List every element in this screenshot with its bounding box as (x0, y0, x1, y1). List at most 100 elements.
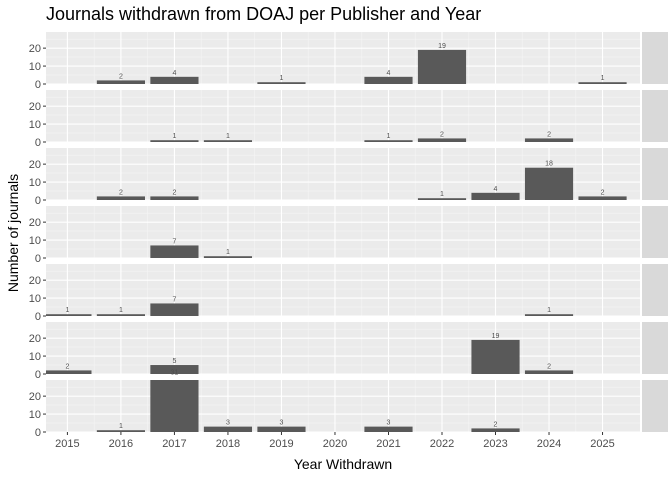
bar (150, 140, 199, 142)
y-tick-label: 0 (35, 427, 41, 439)
x-tick-label: 2023 (483, 438, 507, 450)
x-tick-label: 2015 (55, 438, 79, 450)
y-tick-label: 10 (29, 235, 41, 247)
y-tick-label: 20 (29, 43, 41, 55)
x-tick-label: 2017 (162, 438, 186, 450)
data-label: 1 (440, 191, 444, 198)
chart-title: Journals withdrawn from DOAJ per Publish… (46, 4, 481, 24)
data-label: 2 (119, 73, 123, 80)
x-tick-label: 2025 (590, 438, 614, 450)
data-label: 1 (65, 307, 69, 314)
data-label: 7 (172, 238, 176, 245)
y-tick-label: 20 (29, 275, 41, 287)
data-label: 1 (119, 307, 123, 314)
bars-group (96, 380, 520, 432)
facet-strip (642, 90, 668, 142)
bar (364, 426, 413, 432)
bars-group (96, 49, 627, 84)
y-tick-label: 20 (29, 101, 41, 113)
bar (257, 426, 306, 432)
facet-panel: 1112201020Elsevier (29, 90, 668, 149)
x-tick-label: 2024 (537, 438, 561, 450)
data-label: 1 (280, 75, 284, 82)
bar (150, 380, 199, 432)
bar (417, 138, 467, 142)
y-tick-label: 20 (29, 333, 41, 345)
y-tick-label: 10 (29, 293, 41, 305)
y-tick-label: 0 (35, 195, 41, 207)
x-tick-label: 2016 (109, 438, 133, 450)
facet-strip (642, 264, 668, 316)
y-tick-label: 0 (35, 311, 41, 323)
data-label: 1 (172, 133, 176, 140)
y-tick-label: 10 (29, 119, 41, 131)
bars-group (46, 303, 574, 316)
data-label: 7 (172, 296, 176, 303)
data-label: 4 (387, 70, 391, 77)
bars-group (96, 167, 627, 200)
panel-background (46, 32, 640, 84)
bar (524, 138, 574, 142)
data-label: 4 (494, 186, 498, 193)
facet-strip (642, 322, 668, 374)
facet-panel: 221418201020MDPI (29, 148, 668, 207)
x-tick-label: 2021 (376, 438, 400, 450)
bar (150, 196, 199, 200)
bar (471, 339, 520, 374)
panel-background (46, 206, 640, 258)
data-label: 2 (440, 131, 444, 138)
bar (203, 256, 253, 258)
data-label: 4 (172, 70, 176, 77)
y-tick-label: 10 (29, 409, 41, 421)
y-tick-label: 20 (29, 391, 41, 403)
y-tick-label: 0 (35, 79, 41, 91)
y-axis-title: Number of journals (5, 174, 21, 292)
bar (203, 140, 253, 142)
facet-strip (642, 380, 668, 432)
bars-group (46, 339, 574, 374)
y-tick-label: 20 (29, 159, 41, 171)
data-label: 1 (547, 307, 551, 314)
data-label: 3 (387, 420, 391, 427)
x-tick-label: 2019 (269, 438, 293, 450)
data-label: 2 (119, 189, 123, 196)
facet-panel: 117101020lor & Fran (29, 264, 668, 323)
data-label: 19 (438, 43, 446, 50)
x-axis: 2015 2016 2017 2018 2019 2020 2021 2022 2023 2024… (55, 432, 615, 450)
data-label: 1 (226, 249, 230, 256)
y-tick-label: 10 (29, 177, 41, 189)
facet-strip (642, 148, 668, 200)
bar (578, 82, 627, 84)
data-label: 19 (492, 333, 500, 340)
bar (417, 198, 467, 200)
bar (96, 80, 145, 84)
bar (417, 49, 467, 84)
facet-panel: 131333201020lters Kluw (29, 369, 668, 439)
bar (150, 365, 199, 374)
data-label: 5 (172, 358, 176, 365)
data-label: 2 (65, 363, 69, 370)
facet-panel: 2519201020Wiley (29, 322, 668, 381)
bar (46, 314, 92, 316)
data-label: 1 (601, 75, 605, 82)
x-tick-label: 2020 (323, 438, 347, 450)
facet-panels: 241419101020Gruyter B1112201020Elsevier2… (29, 32, 668, 439)
y-tick-label: 10 (29, 61, 41, 73)
data-label: 3 (226, 420, 230, 427)
data-label: 2 (172, 189, 176, 196)
data-label: 3 (280, 420, 284, 427)
data-label: 1 (226, 133, 230, 140)
panel-background (46, 380, 640, 432)
bar (524, 370, 574, 374)
data-label: 18 (545, 161, 553, 168)
data-label: 2 (601, 189, 605, 196)
bar (150, 76, 199, 84)
bar (471, 428, 520, 432)
bar (96, 314, 145, 316)
data-label: 1 (119, 423, 123, 430)
data-label: 31 (171, 369, 179, 376)
data-label: 2 (494, 421, 498, 428)
y-tick-label: 0 (35, 253, 41, 265)
bars-group (150, 138, 574, 142)
